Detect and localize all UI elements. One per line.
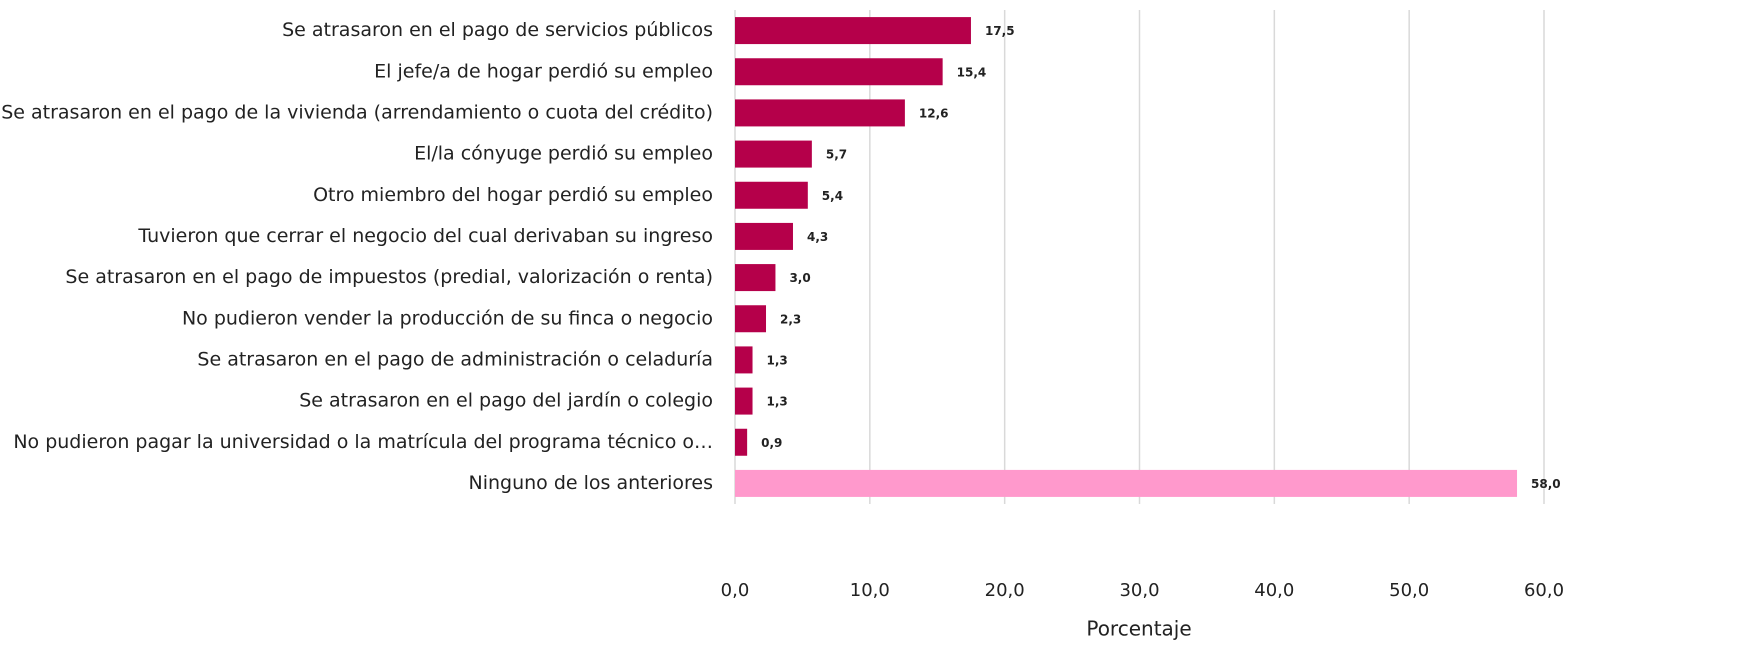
value-label: 15,4 [957,65,987,79]
bar [735,58,943,86]
bar [735,346,753,374]
x-tick-label: 40,0 [1254,580,1294,601]
y-tick-label: El/la cónyuge perdió su empleo [414,143,713,165]
bar [735,140,812,168]
x-tick-label: 30,0 [1119,580,1159,601]
value-label: 1,3 [767,395,788,409]
value-label: 5,4 [822,189,843,203]
bar [735,222,793,250]
y-tick-label: Se atrasaron en el pago de administració… [197,348,713,370]
y-tick-label: Tuvieron que cerrar el negocio del cual … [137,225,713,247]
y-tick-label: No pudieron pagar la universidad o la ma… [13,431,713,453]
value-label: 5,7 [826,148,847,162]
value-label: 12,6 [919,106,949,120]
x-tick-label: 60,0 [1524,580,1564,601]
y-tick-label: Otro miembro del hogar perdió su empleo [313,184,713,206]
bar [735,428,748,456]
y-tick-label: Se atrasaron en el pago de servicios púb… [282,19,713,41]
value-label: 3,0 [789,271,810,285]
y-tick-label: El jefe/a de hogar perdió su empleo [374,60,713,82]
y-tick-label: Ninguno de los anteriores [469,472,714,494]
bar [735,469,1518,497]
y-tick-label: Se atrasaron en el pago de la vivienda (… [1,101,713,123]
x-axis-title: Porcentaje [1086,617,1191,641]
bar [735,387,753,415]
value-label: 0,9 [761,436,782,450]
bar [735,99,905,127]
y-tick-label: Se atrasaron en el pago de impuestos (pr… [65,266,713,288]
bar [735,305,767,333]
bar [735,17,971,45]
value-label: 4,3 [807,230,828,244]
value-label: 58,0 [1531,477,1561,491]
x-tick-label: 50,0 [1389,580,1429,601]
value-label: 1,3 [767,353,788,367]
x-tick-label: 20,0 [985,580,1025,601]
value-label: 2,3 [780,312,801,326]
y-tick-label: Se atrasaron en el pago del jardín o col… [299,390,713,412]
x-tick-label: 0,0 [721,580,750,601]
value-label: 17,5 [985,24,1015,38]
x-tick-label: 10,0 [850,580,890,601]
bar [735,264,776,292]
bar [735,181,808,209]
y-tick-label: No pudieron vender la producción de su f… [182,307,713,329]
